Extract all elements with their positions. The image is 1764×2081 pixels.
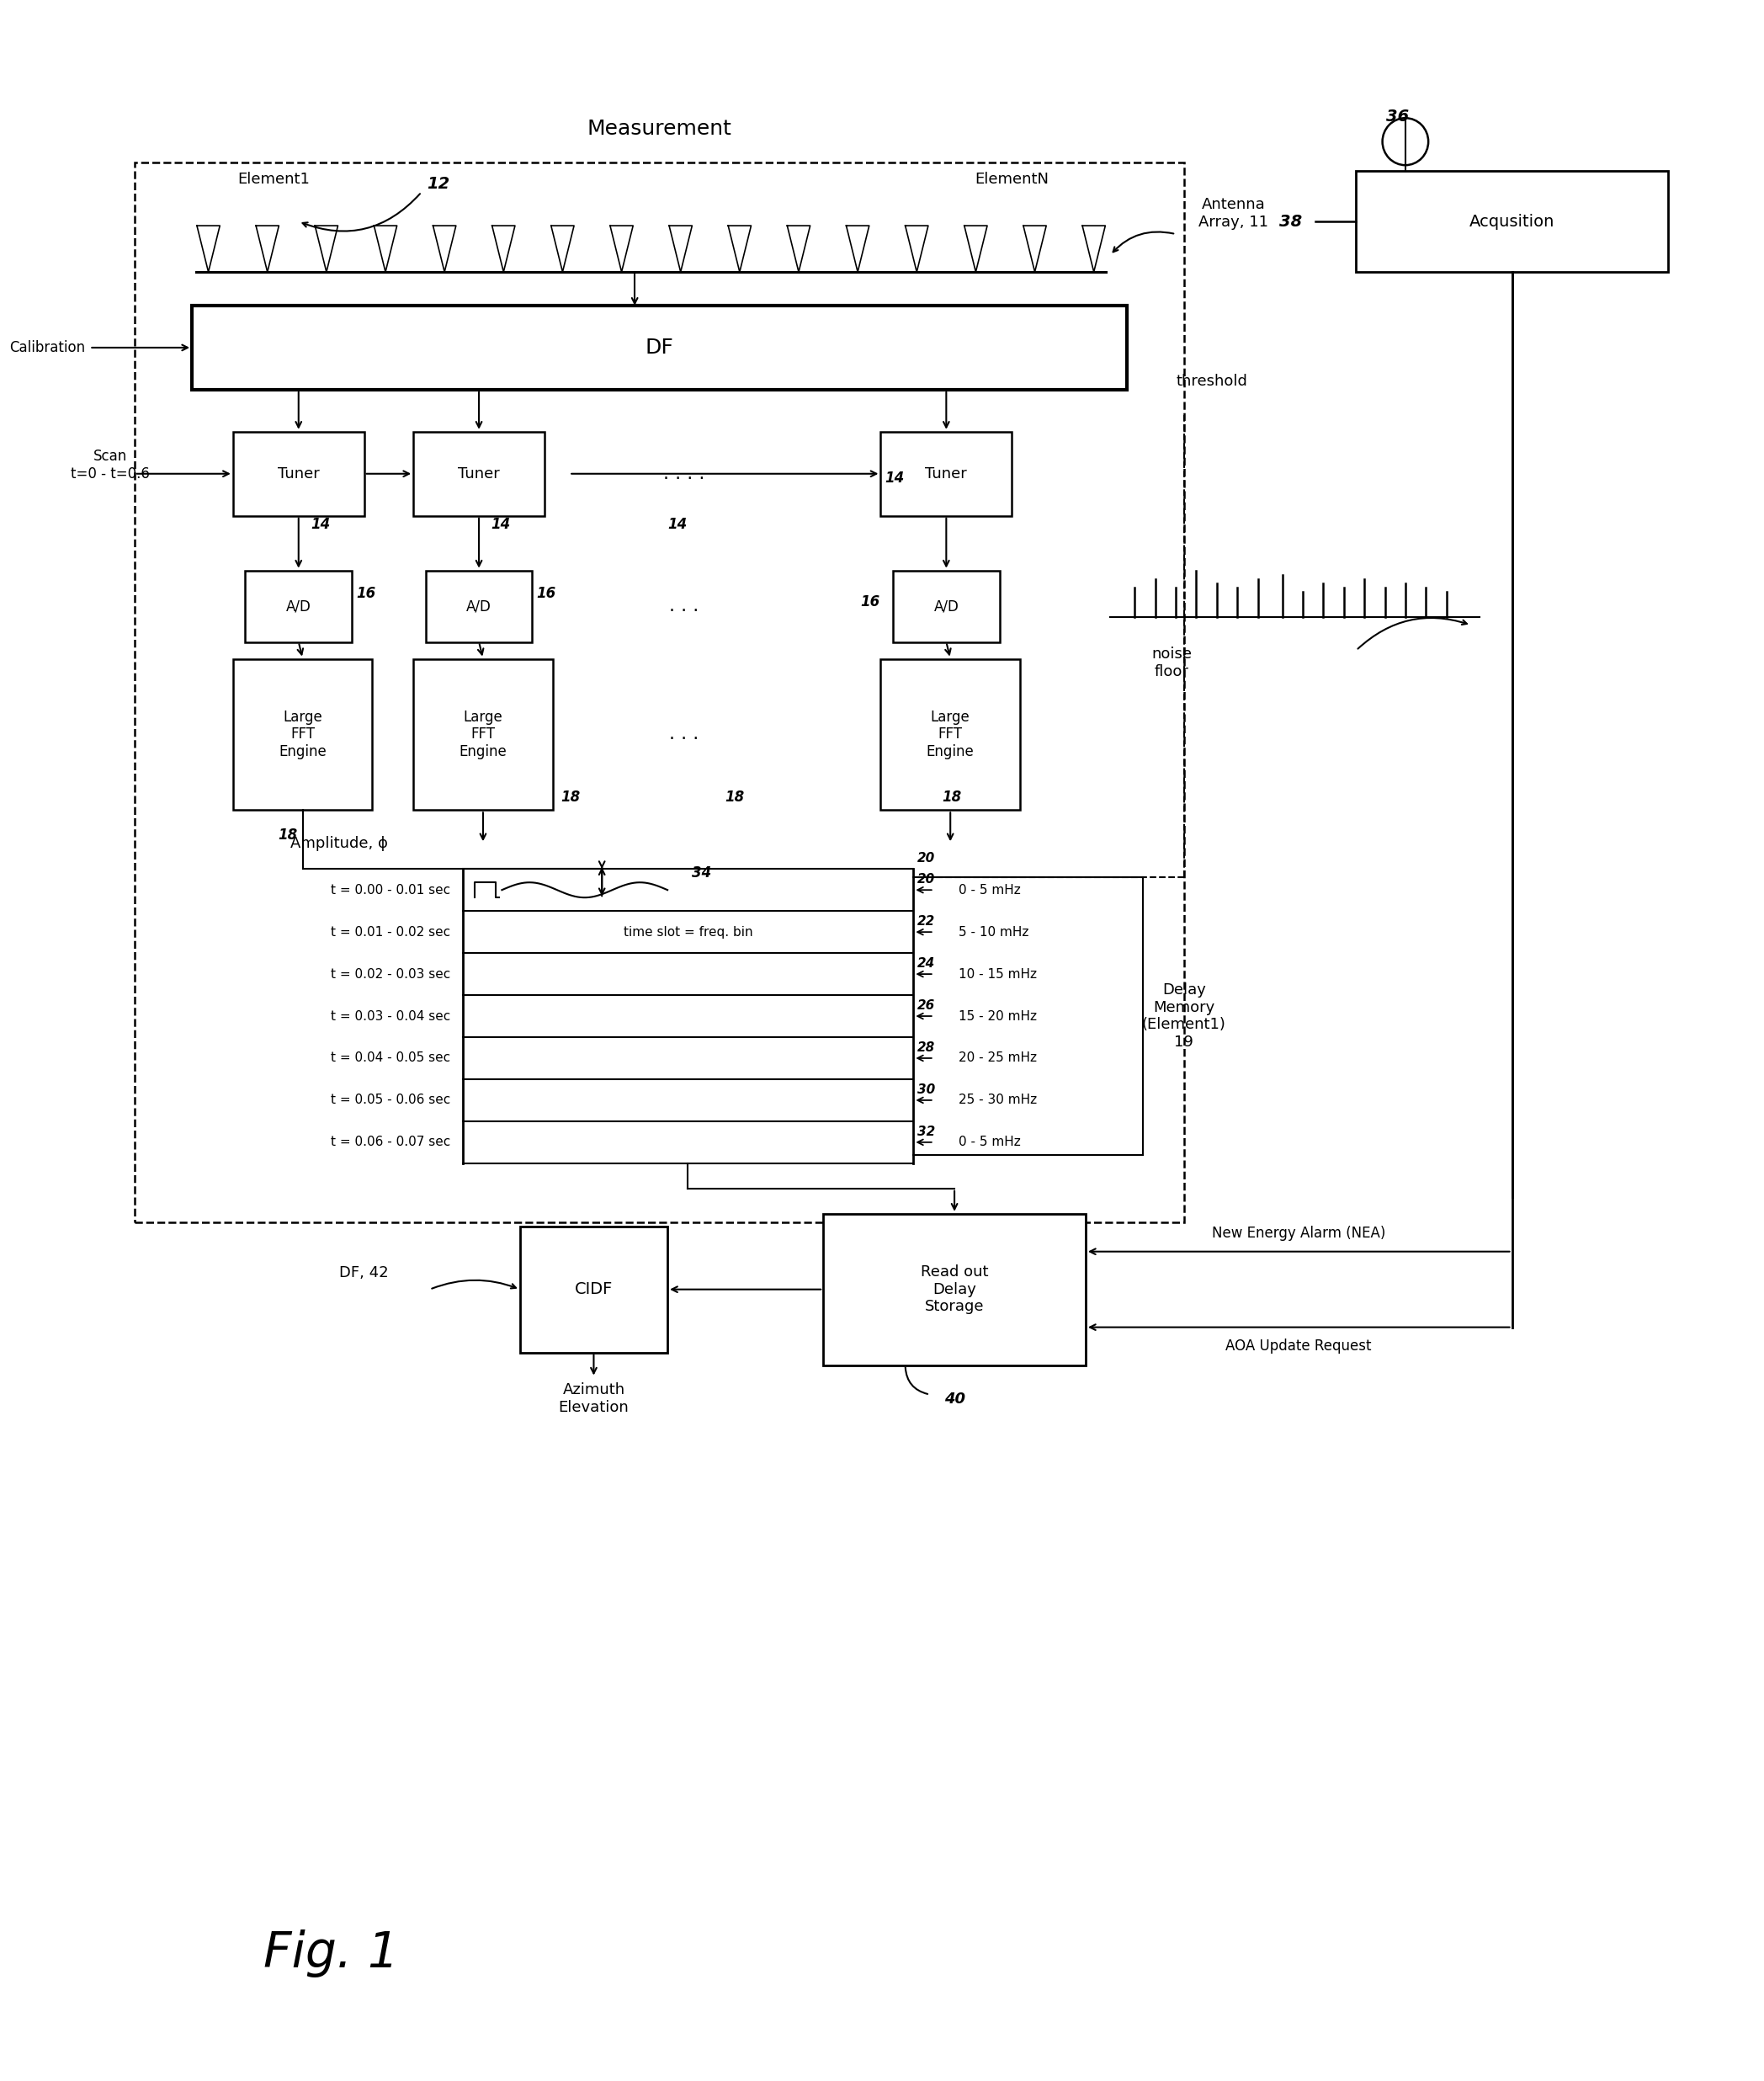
Text: 18: 18 [725, 791, 744, 805]
Text: 30: 30 [917, 1084, 935, 1097]
Bar [893, 570, 1000, 641]
Text: Acqusition: Acqusition [1469, 214, 1554, 229]
Text: ElementN: ElementN [975, 173, 1050, 187]
Text: A/D: A/D [466, 599, 492, 614]
Bar [134, 162, 1184, 1222]
Text: Read out
Delay
Storage: Read out Delay Storage [921, 1265, 988, 1315]
Text: New Energy Alarm (NEA): New Energy Alarm (NEA) [1212, 1226, 1387, 1240]
Text: 18: 18 [942, 791, 961, 805]
Text: Tuner: Tuner [277, 466, 319, 481]
Bar [520, 1226, 667, 1353]
Text: t = 0.01 - 0.02 sec: t = 0.01 - 0.02 sec [330, 926, 450, 939]
Text: 34: 34 [691, 866, 711, 880]
Text: t = 0.00 - 0.01 sec: t = 0.00 - 0.01 sec [330, 884, 450, 897]
Text: 16: 16 [356, 587, 376, 601]
Bar [880, 660, 1020, 810]
Text: t = 0.06 - 0.07 sec: t = 0.06 - 0.07 sec [330, 1136, 450, 1149]
Bar [1357, 171, 1667, 273]
Text: 32: 32 [917, 1126, 935, 1138]
Text: Antenna
Array, 11: Antenna Array, 11 [1198, 198, 1268, 229]
Text: Large
FFT
Engine: Large FFT Engine [279, 710, 326, 760]
Text: 38: 38 [1279, 214, 1302, 229]
Bar [425, 570, 533, 641]
Text: 16: 16 [536, 587, 556, 601]
Text: 20 - 25 mHz: 20 - 25 mHz [958, 1051, 1037, 1065]
Text: A/D: A/D [933, 599, 960, 614]
Text: 36: 36 [1387, 108, 1409, 125]
Text: A/D: A/D [286, 599, 310, 614]
Text: Measurement: Measurement [587, 119, 732, 139]
Text: Azimuth
Elevation: Azimuth Elevation [559, 1382, 630, 1415]
Bar [245, 570, 351, 641]
Text: . . . .: . . . . [663, 466, 704, 483]
Bar [233, 660, 372, 810]
Text: noise
floor: noise floor [1152, 647, 1192, 678]
Text: . . .: . . . [669, 726, 699, 743]
Text: 15 - 20 mHz: 15 - 20 mHz [958, 1009, 1037, 1022]
Text: Delay
Memory
(Element1)
19: Delay Memory (Element1) 19 [1141, 982, 1226, 1051]
Text: DF: DF [646, 337, 674, 358]
Text: 24: 24 [917, 957, 935, 970]
Text: CIDF: CIDF [575, 1282, 612, 1296]
Text: AOA Update Request: AOA Update Request [1226, 1338, 1372, 1353]
Text: 12: 12 [427, 175, 450, 191]
Text: time slot = freq. bin: time slot = freq. bin [623, 926, 753, 939]
Text: Fig. 1: Fig. 1 [263, 1929, 399, 1977]
Bar [413, 660, 552, 810]
Text: t = 0.04 - 0.05 sec: t = 0.04 - 0.05 sec [330, 1051, 450, 1065]
Text: 25 - 30 mHz: 25 - 30 mHz [958, 1095, 1037, 1107]
Text: Large
FFT
Engine: Large FFT Engine [459, 710, 506, 760]
Text: Tuner: Tuner [459, 466, 499, 481]
Text: Tuner: Tuner [926, 466, 967, 481]
Text: . . .: . . . [669, 597, 699, 614]
Text: 14: 14 [310, 516, 330, 533]
Text: 14: 14 [667, 516, 686, 533]
Bar [413, 431, 545, 516]
Text: 20: 20 [917, 874, 935, 887]
Text: 0 - 5 mHz: 0 - 5 mHz [958, 884, 1021, 897]
Text: 22: 22 [917, 916, 935, 928]
Text: t = 0.05 - 0.06 sec: t = 0.05 - 0.06 sec [330, 1095, 450, 1107]
Text: 5 - 10 mHz: 5 - 10 mHz [958, 926, 1028, 939]
Text: Large
FFT
Engine: Large FFT Engine [926, 710, 974, 760]
Text: 10 - 15 mHz: 10 - 15 mHz [958, 968, 1037, 980]
Text: Amplitude, ϕ: Amplitude, ϕ [291, 837, 388, 851]
Bar [233, 431, 363, 516]
Text: 28: 28 [917, 1040, 935, 1053]
Text: 16: 16 [861, 595, 880, 610]
Bar [192, 306, 1127, 389]
Text: Calibration: Calibration [9, 339, 85, 356]
Text: 26: 26 [917, 999, 935, 1011]
Text: Scan
t=0 - t=0.6: Scan t=0 - t=0.6 [71, 449, 150, 481]
Text: 0 - 5 mHz: 0 - 5 mHz [958, 1136, 1021, 1149]
Text: 14: 14 [490, 516, 512, 533]
Text: t = 0.03 - 0.04 sec: t = 0.03 - 0.04 sec [330, 1009, 450, 1022]
Text: 20: 20 [917, 851, 935, 866]
Bar [880, 431, 1013, 516]
Text: 40: 40 [944, 1390, 965, 1407]
Text: 18: 18 [279, 828, 298, 843]
Text: Element1: Element1 [238, 173, 310, 187]
Text: t = 0.02 - 0.03 sec: t = 0.02 - 0.03 sec [330, 968, 450, 980]
Bar [824, 1213, 1085, 1365]
Text: 14: 14 [886, 470, 905, 485]
Text: DF, 42: DF, 42 [339, 1265, 388, 1280]
Text: 18: 18 [561, 791, 580, 805]
Text: threshold: threshold [1177, 375, 1247, 389]
